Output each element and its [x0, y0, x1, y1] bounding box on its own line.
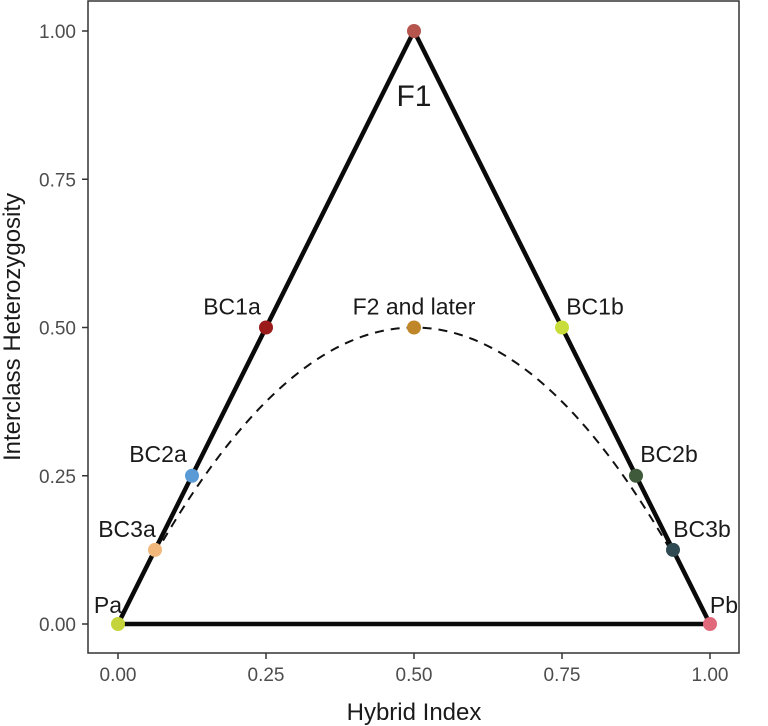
point-f2-and-later [407, 320, 421, 335]
point-pa [111, 617, 125, 631]
x-tick-label: 1.00 [692, 665, 729, 686]
y-tick-label: 0.75 [39, 170, 76, 191]
point-bc1a [259, 320, 273, 335]
point-bc1b [555, 320, 569, 335]
plot-points [111, 24, 717, 631]
label-bc1a: BC1a [203, 294, 261, 320]
label-bc2b: BC2b [640, 441, 698, 467]
y-tick-label: 1.00 [39, 22, 76, 43]
axis-ticks: 0.00 0.25 0.50 0.75 1.00 0.00 0.25 0.50 0.75 1.00 [39, 22, 728, 686]
y-axis-title: Interclass Heterozygosity [0, 193, 26, 461]
point-bc3b [666, 542, 680, 557]
x-tick-label: 0.25 [248, 665, 285, 686]
x-tick-label: 0.75 [544, 665, 581, 686]
dashed-curve [154, 326, 674, 556]
y-tick-label: 0.25 [39, 467, 76, 488]
x-tick-label: 0.50 [396, 665, 433, 686]
point-f1 [407, 24, 421, 38]
label-bc3b: BC3b [673, 516, 731, 542]
point-bc2a [185, 468, 199, 483]
point-pb [703, 617, 717, 631]
label-pa: Pa [94, 592, 122, 618]
label-bc3a: BC3a [98, 516, 156, 542]
x-axis-title: Hybrid Index [347, 699, 482, 726]
y-tick-label: 0.00 [39, 615, 76, 636]
point-bc3a [148, 542, 162, 557]
y-tick-label: 0.50 [39, 319, 76, 340]
label-bc1b: BC1b [566, 294, 624, 320]
label-f1: F1 [396, 80, 431, 113]
label-f2-and-later: F2 and later [353, 294, 476, 320]
label-bc2a: BC2a [129, 441, 187, 467]
x-tick-label: 0.00 [100, 665, 137, 686]
plot-labels: Pa BC3a BC2a BC1a F1 F2 and later BC1b BC2b BC3b… [94, 80, 738, 618]
point-bc2b [629, 468, 643, 483]
label-pb: Pb [710, 592, 738, 618]
